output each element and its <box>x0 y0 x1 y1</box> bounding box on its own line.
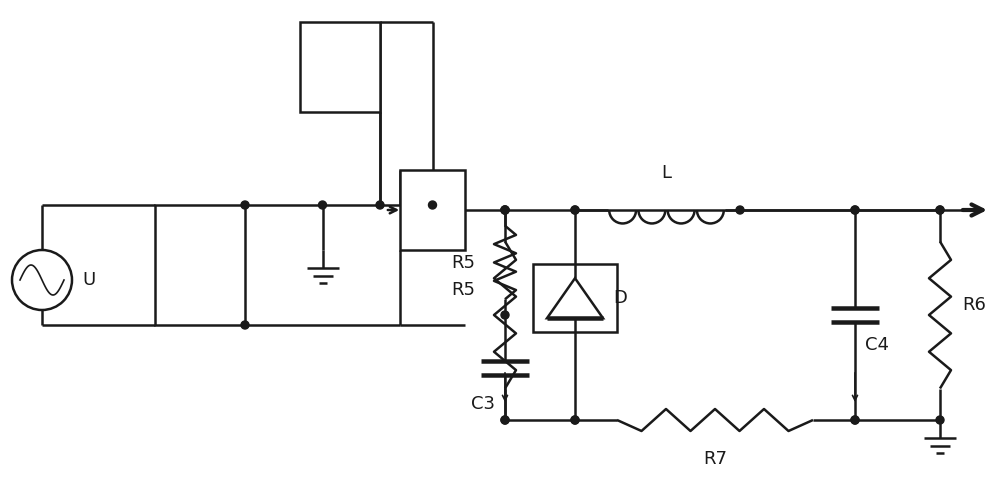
Circle shape <box>571 206 579 214</box>
Text: L: L <box>662 164 672 182</box>
Text: C4: C4 <box>865 336 889 354</box>
Text: R5: R5 <box>451 253 475 271</box>
Bar <box>300 22 380 112</box>
Text: D: D <box>613 289 627 307</box>
Bar <box>155 205 245 325</box>
Text: R7: R7 <box>703 450 727 468</box>
Circle shape <box>851 206 859 214</box>
Text: IGBT: IGBT <box>413 201 452 219</box>
Circle shape <box>428 201 436 209</box>
Circle shape <box>501 206 509 214</box>
Circle shape <box>571 206 579 214</box>
Circle shape <box>501 206 509 214</box>
Text: 触发
控制器: 触发 控制器 <box>325 46 355 88</box>
Text: C3: C3 <box>471 395 495 413</box>
Circle shape <box>851 206 859 214</box>
Text: U: U <box>82 271 95 289</box>
Circle shape <box>501 416 509 424</box>
Circle shape <box>376 201 384 209</box>
Bar <box>533 264 617 332</box>
Text: 整流桥: 整流桥 <box>184 256 216 274</box>
Circle shape <box>936 206 944 214</box>
Circle shape <box>501 311 509 319</box>
Circle shape <box>736 206 744 214</box>
Text: R5: R5 <box>451 281 475 299</box>
Circle shape <box>571 416 579 424</box>
Text: R6: R6 <box>962 295 986 314</box>
Circle shape <box>571 416 579 424</box>
Circle shape <box>241 321 249 329</box>
Circle shape <box>851 416 859 424</box>
Bar <box>400 170 465 250</box>
Circle shape <box>501 416 509 424</box>
Circle shape <box>936 416 944 424</box>
Circle shape <box>936 206 944 214</box>
Circle shape <box>501 206 509 214</box>
Circle shape <box>318 201 326 209</box>
Circle shape <box>241 201 249 209</box>
Circle shape <box>851 416 859 424</box>
